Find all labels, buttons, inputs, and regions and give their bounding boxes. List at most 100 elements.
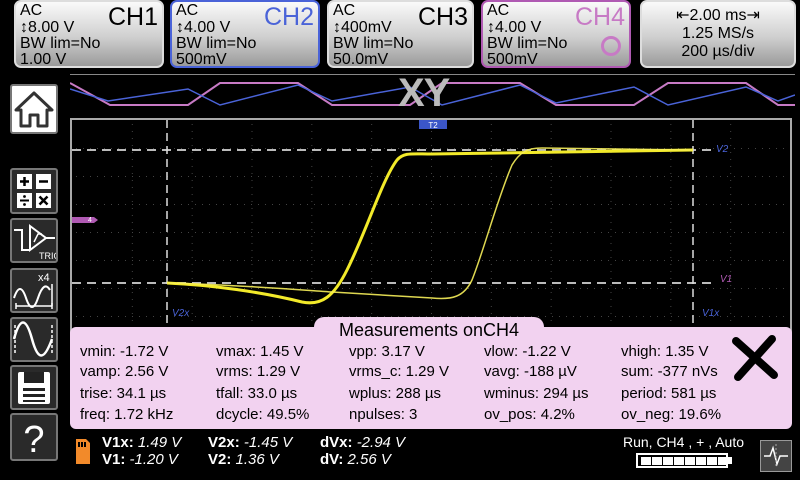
timebase-div: 200 µs/div: [681, 43, 755, 60]
ch2-probe: 500mV: [176, 51, 227, 68]
measurement-value: vmax: 1.45 V: [216, 343, 304, 360]
measurement-value: vlow: -1.22 V: [484, 343, 571, 360]
help-icon: ?: [23, 419, 44, 459]
measurement-value: freq: 1.72 kHz: [80, 406, 174, 423]
battery-cell: [641, 457, 651, 465]
ch2-name: CH2: [263, 3, 314, 31]
v2-label: V2:: [208, 451, 232, 468]
trigger-label: TRIG: [39, 251, 56, 261]
battery-icon: [636, 453, 732, 468]
measure-badge: x4: [38, 272, 50, 284]
measurement-value: tfall: 33.0 µs: [216, 385, 298, 402]
help-label: ?: [23, 419, 44, 459]
ch4-marker-label: 4: [88, 217, 92, 224]
t2-label: T2: [428, 121, 438, 130]
v1x-marker: V1x: [702, 308, 720, 319]
timebase-rate: 1.25 MS/s: [681, 25, 755, 42]
measurement-value: ov_neg: 19.6%: [621, 406, 722, 423]
ch2-coupling: AC: [176, 2, 199, 19]
math-button[interactable]: [10, 168, 58, 214]
ch4-bw: BW lim=No: [487, 35, 568, 52]
measurement-value: npulses: 3: [349, 406, 418, 423]
ch3-name: CH3: [417, 3, 468, 31]
measurement-value: sum: -377 nVs: [621, 363, 718, 380]
overview-strip[interactable]: [70, 74, 795, 115]
measurement-value: vmin: -1.72 V: [80, 343, 169, 360]
measurement-value: wminus: 294 µs: [484, 385, 589, 402]
battery-cell: [652, 457, 662, 465]
home-icon: [14, 91, 54, 128]
measurement-value: vrms: 1.29 V: [216, 363, 301, 380]
ch3-coupling: AC: [333, 2, 356, 19]
battery-cell: [685, 457, 695, 465]
measurements-panel[interactable]: Measurements onCH4 vmin: -1.72 V vmax: 1.…: [70, 317, 792, 429]
v1x-value: 1.49 V: [137, 434, 182, 451]
v2x-value: -1.45 V: [243, 434, 293, 451]
trigger-button[interactable]: TRIG: [10, 218, 58, 263]
dv-value: 2.56 V: [347, 451, 391, 468]
measurement-value: vpp: 3.17 V: [349, 343, 425, 360]
trigger-icon: TRIG: [14, 224, 56, 261]
battery-cell: [674, 457, 684, 465]
dvx-value: -2.94 V: [356, 434, 406, 451]
ch1-bw: BW lim=No: [20, 35, 101, 52]
xy-mode-label[interactable]: XY: [398, 71, 450, 115]
measurement-value: trise: 34.1 µs: [80, 385, 167, 402]
close-icon[interactable]: [730, 335, 780, 381]
ch1-coupling: AC: [20, 2, 43, 19]
measurement-value: period: 581 µs: [621, 385, 717, 402]
battery-cell: [696, 457, 706, 465]
waveform-icon: [12, 321, 54, 357]
v2x-label: V2x:: [208, 434, 240, 451]
mini-waveform-icon: [764, 444, 788, 468]
ch3-bw: BW lim=No: [333, 35, 414, 52]
save-button[interactable]: [10, 365, 58, 410]
v2x-marker: V2x: [172, 308, 190, 319]
ch1-scale: ↕8.00 V: [20, 19, 75, 36]
cursor-readout-bar: V1x: 1.49 V V2x: -1.45 V dVx: -2.94 V V1…: [70, 432, 590, 472]
timebase-delay: ⇤2.00 ms⇥: [676, 7, 760, 24]
save-icon: [18, 372, 50, 404]
overview-waveform: [70, 75, 795, 115]
ch4-probe: 500mV: [487, 51, 538, 68]
measurement-value: vrms_c: 1.29 V: [349, 363, 450, 380]
acquisition-status[interactable]: Run, CH4 , + , Auto: [622, 434, 744, 450]
ch4-coupling: AC: [487, 2, 510, 19]
ch4-name: CH4: [574, 3, 625, 31]
channel-1-box[interactable]: AC ↕8.00 V BW lim=No 1.00 V CH1: [14, 0, 164, 68]
ch3-probe: 50.0mV: [333, 51, 389, 68]
measurement-value: dcycle: 49.5%: [216, 406, 310, 423]
math-icon: [17, 174, 51, 208]
measure-icon: x4: [13, 272, 53, 309]
measure-button[interactable]: x4: [10, 268, 58, 313]
timebase-box[interactable]: ⇤2.00 ms⇥ 1.25 MS/s 200 µs/div: [640, 0, 796, 68]
ch4-scale: ↕4.00 V: [487, 19, 542, 36]
measurement-value: wplus: 288 µs: [349, 385, 442, 402]
scope-display[interactable]: T2 4 V2 V1 V2x V1x: [70, 118, 792, 346]
v2-value: 1.36 V: [235, 451, 279, 468]
v1x-label: V1x:: [102, 434, 134, 451]
ch1-name: CH1: [107, 3, 158, 31]
dvx-label: dVx:: [320, 434, 353, 451]
ch2-bw: BW lim=No: [176, 35, 257, 52]
waveform-mini-button[interactable]: [760, 440, 792, 472]
v1-marker: V1: [720, 274, 732, 285]
channel-3-box[interactable]: AC ↕400mV BW lim=No 50.0mV CH3: [327, 0, 474, 68]
v2-marker: V2: [716, 144, 729, 155]
channel-4-box[interactable]: AC ↕4.00 V BW lim=No 500mV CH4: [481, 0, 631, 68]
channel-2-box[interactable]: AC ↕4.00 V BW lim=No 500mV CH2: [170, 0, 320, 68]
ch3-scale: ↕400mV: [333, 19, 392, 36]
waveform-button[interactable]: [10, 317, 58, 362]
v1-value: -1.20 V: [129, 451, 178, 468]
home-button[interactable]: [10, 84, 58, 134]
t2-marker[interactable]: T2: [419, 120, 447, 130]
measurement-value: ov_pos: 4.2%: [484, 406, 575, 423]
battery-cell: [663, 457, 673, 465]
measurement-value: vamp: 2.56 V: [80, 363, 169, 380]
ch4-marker[interactable]: 4: [72, 217, 98, 224]
v1-label: V1:: [102, 451, 126, 468]
help-button[interactable]: ?: [10, 413, 58, 461]
scope-grid: T2 4 V2 V1 V2x V1x: [72, 120, 784, 344]
sd-card-icon[interactable]: [74, 436, 92, 466]
ch2-scale: ↕4.00 V: [176, 19, 231, 36]
